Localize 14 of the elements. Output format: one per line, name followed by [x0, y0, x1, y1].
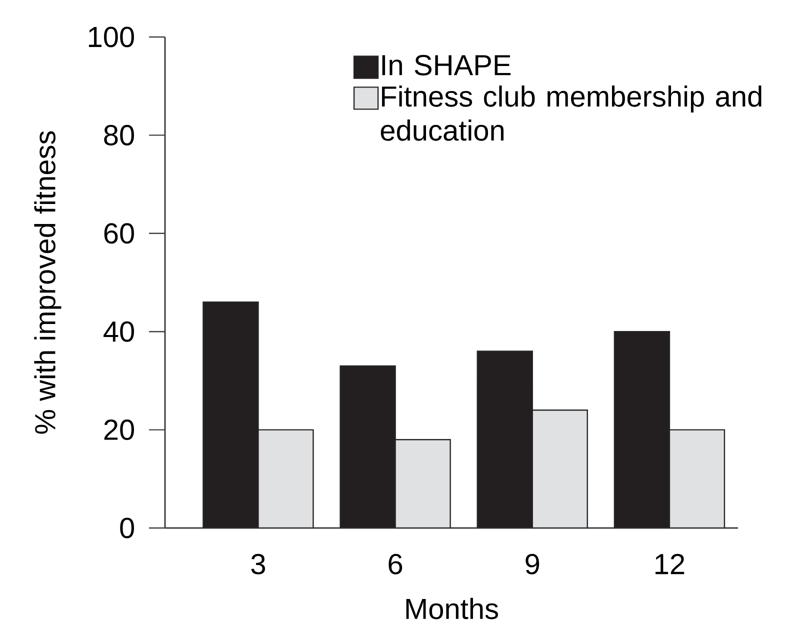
x-axis-title: Months	[406, 598, 498, 620]
y-tick-label: 100	[88, 26, 134, 48]
y-tick-label: 80	[104, 124, 134, 146]
legend-label: Fitness club membership and education	[380, 86, 762, 141]
x-tick-label: 9	[526, 554, 540, 574]
y-tick-label: 40	[104, 321, 134, 342]
y-tick-label: 0	[120, 518, 134, 538]
y-tick-label: 60	[104, 223, 134, 244]
x-tick-label: 6	[388, 554, 402, 574]
x-tick-label: 12	[656, 554, 684, 574]
y-axis-title: % with improved fitness	[34, 131, 62, 434]
y-tick-label: 20	[104, 420, 134, 440]
x-tick-label: 3	[251, 554, 266, 574]
legend-label: In SHAPE	[382, 54, 511, 76]
